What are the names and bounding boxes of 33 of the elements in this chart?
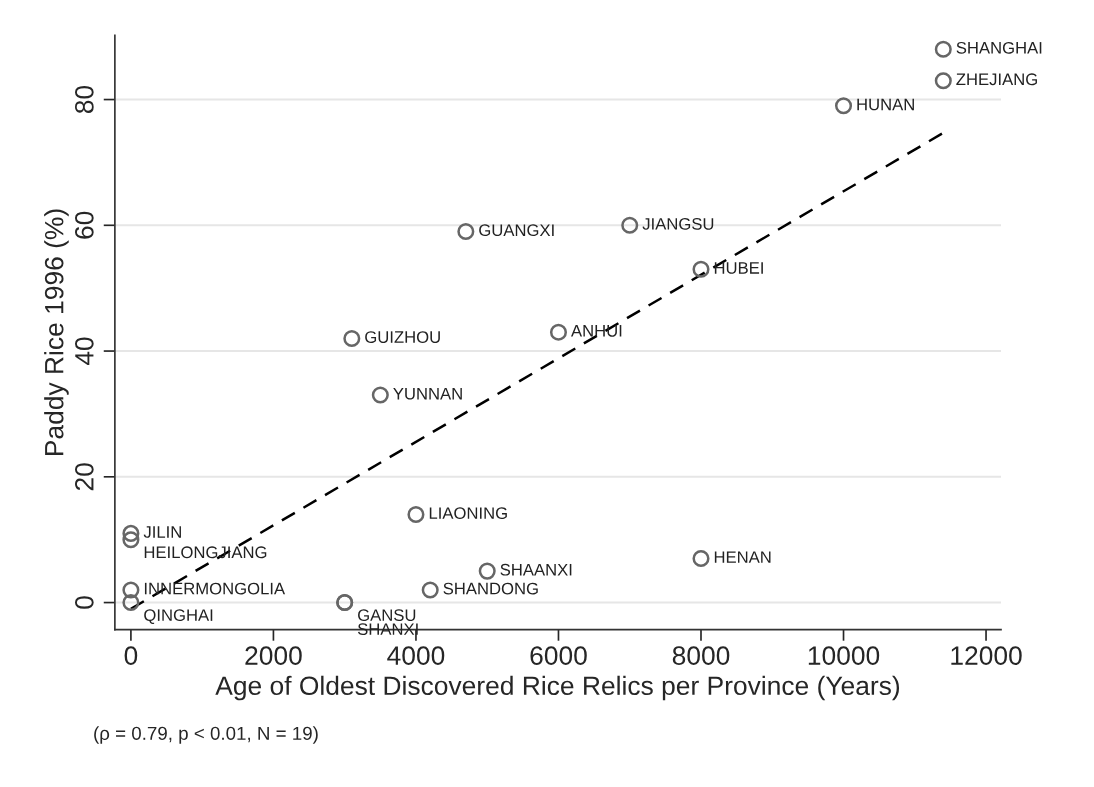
x-tick-label: 12000 bbox=[951, 646, 1022, 665]
annotation: HUNAN bbox=[857, 98, 914, 111]
annotation: QINGHAI bbox=[144, 609, 213, 625]
x-tick-label: 4000 bbox=[387, 646, 445, 665]
y-axis-title: Paddy Rice 1996 (%) bbox=[44, 209, 69, 456]
annotation: GUANGXI bbox=[479, 224, 554, 237]
annotation: GANSU bbox=[358, 609, 416, 622]
annotation: YUNNAN bbox=[393, 387, 462, 400]
y-tick-label: 60 bbox=[75, 211, 94, 239]
annotation: JILIN bbox=[143, 526, 181, 538]
x-tick-label: 6000 bbox=[530, 646, 587, 665]
y-tick-label: 80 bbox=[75, 85, 94, 114]
annotation: JIANGSU bbox=[642, 217, 714, 230]
x-tick-label: 2000 bbox=[245, 646, 302, 665]
annotation: SHANGHAI bbox=[956, 41, 1042, 54]
x-axis-title: Age of Oldest Discovered Rice Relics per Province (Years) bbox=[215, 675, 900, 701]
annotation: SHANDONG bbox=[443, 582, 538, 595]
annotation: GUIZHOU bbox=[365, 331, 440, 343]
text: (ρ = 0.79, p < 0.01, N = 19) bbox=[94, 726, 318, 744]
annotation: LIAONING bbox=[429, 507, 507, 520]
y-tick-label: 40 bbox=[75, 337, 94, 366]
annotation: HUBEI bbox=[714, 262, 763, 274]
annotation: HEILONGJIANG bbox=[144, 546, 267, 559]
annotation: SHAANXI bbox=[500, 563, 572, 576]
y-tick-label: 20 bbox=[75, 463, 94, 491]
annotation: ANHUI bbox=[571, 325, 622, 337]
y-tick-label: 0 bbox=[75, 596, 94, 609]
annotation: ZHEJIANG bbox=[956, 73, 1037, 86]
x-tick-label: 10000 bbox=[808, 646, 880, 665]
x-tick-label: 0 bbox=[124, 646, 138, 665]
x-tick-label: 8000 bbox=[672, 646, 730, 665]
annotation: HENAN bbox=[714, 551, 771, 563]
annotation: INNERMONGOLIA bbox=[144, 582, 286, 595]
